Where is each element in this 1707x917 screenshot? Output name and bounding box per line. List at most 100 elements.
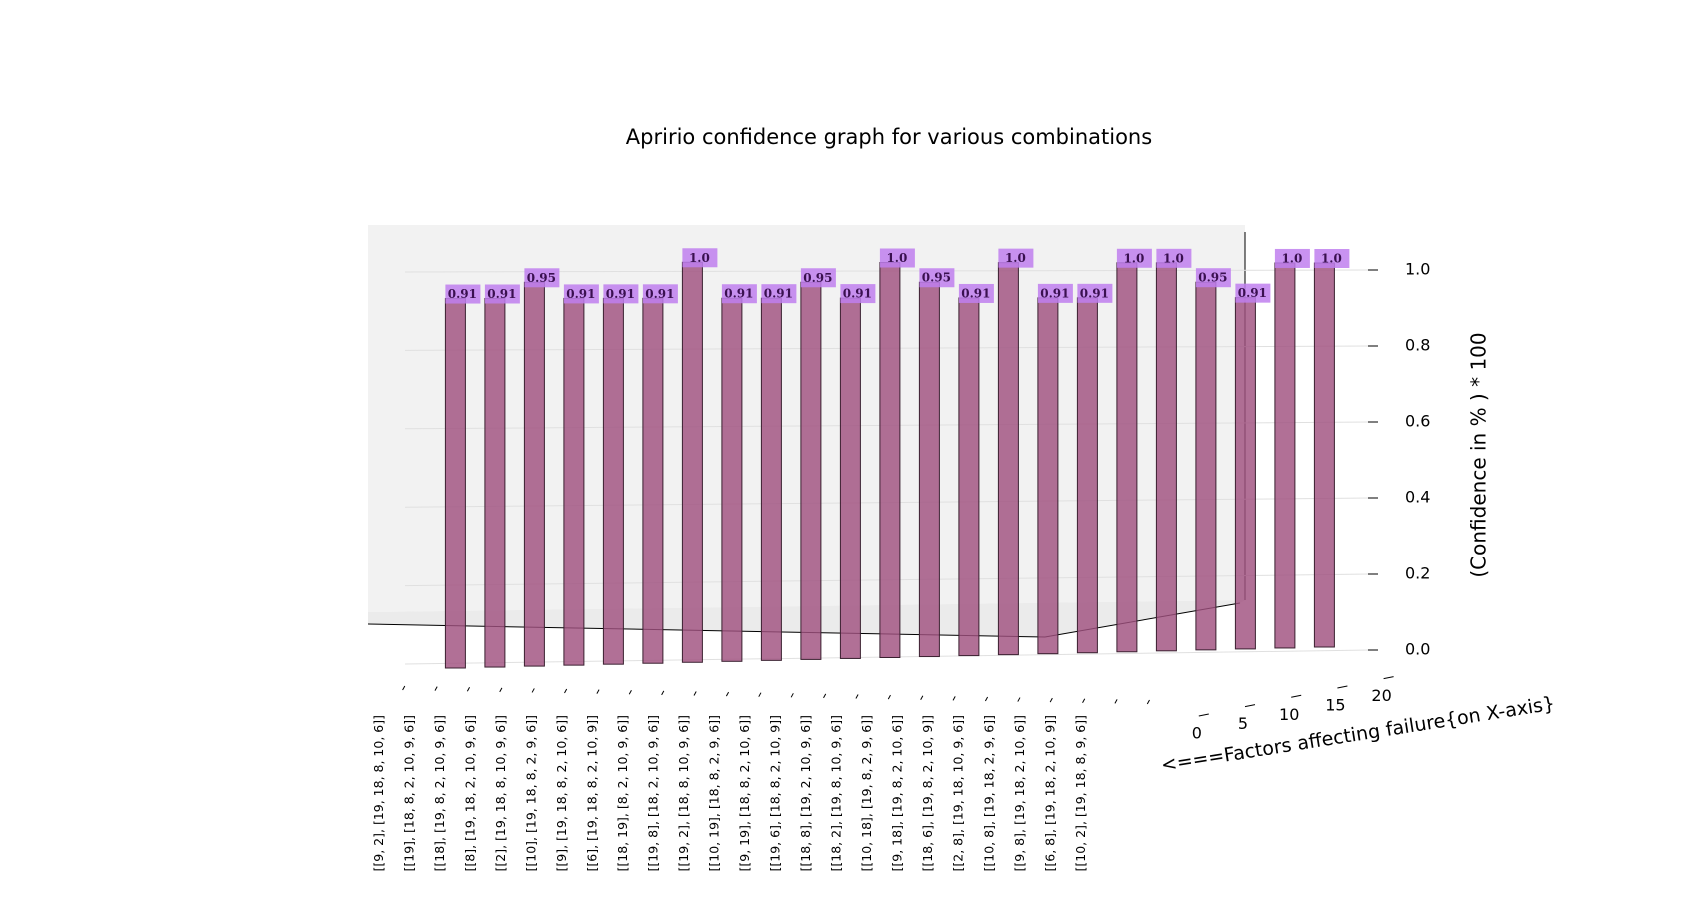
x-tick-label: [[10, 18], [19, 8, 2, 9, 6]] [859, 715, 874, 871]
value-label: 0.91 [645, 287, 674, 301]
bar [642, 297, 664, 664]
value-label: 0.95 [527, 271, 556, 285]
bar [681, 261, 703, 663]
bar [760, 297, 782, 661]
x-tick [1114, 699, 1118, 704]
value-label-box [603, 284, 639, 304]
value-label-box [1274, 248, 1310, 268]
x-tick [628, 690, 632, 695]
y-tick-label: 0.0 [1405, 640, 1430, 659]
value-label-box [1156, 248, 1192, 268]
value-label: 1.0 [689, 251, 710, 265]
x-tick-label: [[18, 2], [19, 8, 10, 9, 6]] [829, 715, 844, 871]
x-tick [531, 688, 535, 693]
depth-tick [1244, 704, 1256, 708]
depth-tick-label: 20 [1371, 686, 1391, 705]
x-tick-label: [[2], [19, 18, 8, 10, 9, 6]] [493, 715, 508, 871]
bar [997, 262, 1019, 656]
x-tick-label: [[10], [19, 18, 8, 2, 9, 6]] [524, 715, 539, 871]
value-label: 0.91 [566, 287, 595, 301]
x-tick [693, 691, 697, 696]
value-label-box [879, 248, 915, 268]
x-tick-label: [[10, 8], [19, 18, 2, 9, 6]] [981, 715, 996, 871]
bar [523, 281, 545, 667]
x-tick-label: [[10, 19], [18, 8, 2, 9, 6]] [707, 715, 722, 871]
x-tick [725, 691, 730, 697]
x-tick [1082, 698, 1086, 704]
bar [1037, 297, 1059, 655]
value-label-box [445, 284, 481, 304]
value-label: 1.0 [1163, 251, 1184, 265]
value-label-box [1037, 283, 1073, 303]
bar [484, 297, 506, 668]
x-tick [499, 687, 503, 693]
x-tick [434, 686, 438, 691]
bar [602, 297, 624, 665]
x-tick [564, 688, 568, 694]
y-tick-label: 1.0 [1405, 260, 1430, 279]
value-label: 0.95 [803, 271, 832, 285]
x-tick-label: [[9, 19], [18, 8, 2, 10, 6]] [737, 715, 752, 871]
value-label: 0.91 [1040, 286, 1069, 300]
x-tick-label: [[18, 6], [19, 8, 2, 10, 9]] [920, 715, 935, 871]
value-label-box [524, 268, 560, 288]
bar [563, 297, 585, 666]
x-tick-label: [[19, 2], [18, 8, 10, 9, 6]] [676, 715, 691, 871]
value-label-box [1235, 283, 1271, 303]
x-tick [1146, 699, 1150, 705]
x-tick [402, 685, 406, 691]
value-label: 1.0 [1005, 251, 1026, 265]
value-label-box [642, 284, 678, 304]
depth-tick-label: 10 [1279, 705, 1299, 724]
bar [444, 298, 466, 669]
value-label: 0.91 [606, 287, 635, 301]
x-tick-label: [[9, 2], [19, 18, 8, 10, 6]] [371, 715, 386, 871]
y-tick-label: 0.2 [1405, 564, 1430, 583]
value-label-box [1116, 248, 1152, 268]
x-tick-label: [[10, 2], [19, 18, 8, 9, 6]] [1073, 715, 1088, 871]
value-label: 1.0 [1281, 251, 1302, 265]
bar [1155, 262, 1177, 652]
x-tick-label: [[18], [19, 8, 2, 10, 9, 6]] [432, 715, 447, 871]
x-tick [855, 694, 859, 699]
x-tick [887, 694, 891, 700]
x-tick [1049, 697, 1053, 703]
x-tick [920, 695, 924, 700]
value-label: 0.95 [922, 271, 951, 285]
x-tick [466, 686, 470, 692]
x-tick-label: [[2, 8], [19, 18, 10, 9, 6]] [951, 715, 966, 871]
depth-tick [1337, 685, 1348, 689]
x-tick-label: [[19, 6], [18, 8, 2, 10, 9]] [768, 715, 783, 871]
x-tick-label: [[19], [18, 8, 2, 10, 9, 6]] [402, 715, 417, 871]
x-tick-label: [[6], [19, 18, 8, 2, 10, 9]] [585, 715, 600, 871]
value-label-box [761, 284, 797, 304]
value-label: 0.91 [1080, 286, 1109, 300]
value-label: 0.95 [1198, 271, 1227, 285]
value-label: 1.0 [886, 251, 907, 265]
value-label: 0.91 [843, 287, 872, 301]
bar [958, 297, 980, 657]
value-label-box [998, 248, 1034, 268]
value-label-box [1195, 268, 1231, 288]
value-label-box [958, 283, 994, 303]
depth-tick-label: 5 [1238, 714, 1248, 733]
x-tick-label: [[8], [19, 18, 2, 10, 9, 6]] [463, 715, 478, 871]
x-tick [823, 693, 827, 699]
y-tick-label: 0.8 [1405, 336, 1430, 355]
value-label-box [721, 284, 757, 304]
x-tick-label: [[9, 8], [19, 18, 2, 10, 6]] [1012, 715, 1027, 871]
x-tick [596, 689, 600, 694]
value-label: 1.0 [1321, 252, 1342, 266]
x-tick-label: [[9, 18], [19, 8, 2, 10, 6]] [890, 715, 905, 871]
depth-tick [1198, 713, 1209, 717]
chart-title: Apririo confidence graph for various com… [626, 125, 1152, 149]
value-label-box [563, 284, 599, 304]
x-tick [1017, 697, 1021, 702]
x-tick [758, 692, 762, 697]
bar [1076, 297, 1098, 654]
x-tick-label: [[9], [19, 18, 8, 2, 10, 6]] [554, 715, 569, 871]
value-label-box [800, 268, 836, 288]
y-tick-label: 0.6 [1405, 412, 1430, 431]
value-label-box [840, 284, 876, 304]
x-tick-label: [[18, 19], [8, 2, 10, 9, 6]] [615, 715, 630, 871]
